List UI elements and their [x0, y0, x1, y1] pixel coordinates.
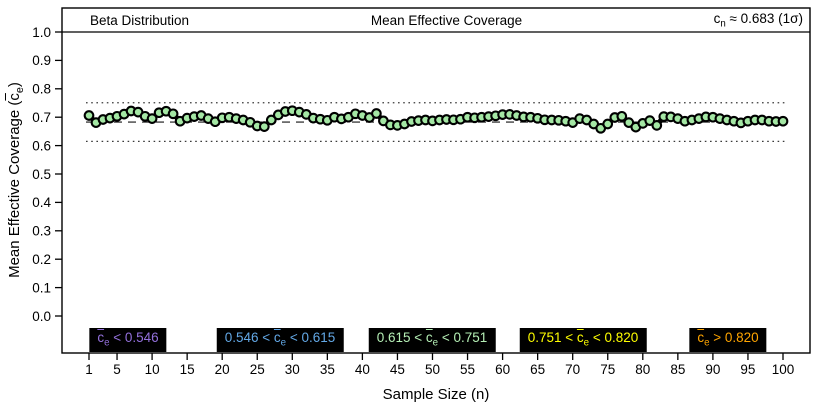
legend-range-yellow: 0.751 < ce < 0.820 [519, 328, 647, 352]
legend-range-purple: ce < 0.546 [89, 328, 167, 352]
header-coverage-annotation: cn ≈ 0.683 (1σ) [713, 10, 804, 30]
x-tick-label: 40 [355, 362, 370, 377]
data-point [83, 110, 95, 121]
y-tick-label: 0.9 [32, 53, 51, 68]
x-tick-label: 90 [705, 362, 720, 377]
data-point [602, 118, 614, 130]
x-tick-label: 20 [215, 362, 230, 377]
data-point [167, 108, 179, 120]
header-title: Mean Effective Coverage [370, 12, 523, 28]
x-tick-label: 5 [113, 362, 121, 377]
data-point [644, 115, 656, 126]
y-tick-label: 1.0 [32, 25, 51, 40]
x-tick-label: 45 [390, 362, 405, 377]
plot-border [61, 7, 811, 354]
data-point [371, 108, 382, 119]
x-tick-label: 95 [740, 362, 755, 377]
x-tick-label: 25 [250, 362, 265, 377]
x-tick-label: 15 [180, 362, 195, 377]
x-tick-label: 50 [425, 362, 440, 377]
y-tick-label: 0.7 [32, 110, 51, 125]
y-tick-label: 0.0 [32, 309, 51, 324]
x-tick-label: 100 [772, 362, 795, 377]
header-band: Beta Distribution Mean Effective Coverag… [62, 8, 810, 32]
data-point [777, 115, 789, 127]
data-point [265, 114, 277, 126]
data-point [258, 121, 270, 132]
data-point [651, 120, 663, 131]
x-tick-label: 65 [530, 362, 545, 377]
legend-range-green: 0.615 < ce < 0.751 [368, 328, 496, 352]
x-tick-label: 75 [600, 362, 615, 377]
y-axis-title: Mean Effective Coverage (ce) [6, 82, 26, 278]
legend-range-orange: ce > 0.820 [689, 328, 767, 352]
y-tick-label: 0.4 [32, 195, 51, 210]
x-tick-label: 70 [565, 362, 580, 377]
y-tick-label: 0.6 [32, 138, 51, 153]
x-tick-label: 35 [320, 362, 335, 377]
x-axis-title: Sample Size (n) [382, 386, 490, 403]
y-tick-label: 0.1 [32, 280, 51, 295]
x-tick-label: 55 [460, 362, 475, 377]
y-tick-label: 0.8 [32, 82, 51, 97]
x-tick-label: 80 [635, 362, 650, 377]
data-point [616, 110, 628, 122]
x-tick-label: 1 [85, 362, 93, 377]
legend-range-blue: 0.546 < ce < 0.615 [216, 328, 344, 352]
y-tick-label: 0.2 [32, 252, 51, 267]
y-tick-label: 0.5 [32, 167, 51, 182]
x-tick-label: 85 [670, 362, 685, 377]
data-point [146, 113, 158, 124]
x-tick-label: 30 [285, 362, 300, 377]
x-tick-label: 10 [145, 362, 160, 377]
header-distribution-label: Beta Distribution [90, 12, 190, 28]
y-tick-label: 0.3 [32, 224, 51, 239]
x-tick-label: 60 [495, 362, 510, 377]
